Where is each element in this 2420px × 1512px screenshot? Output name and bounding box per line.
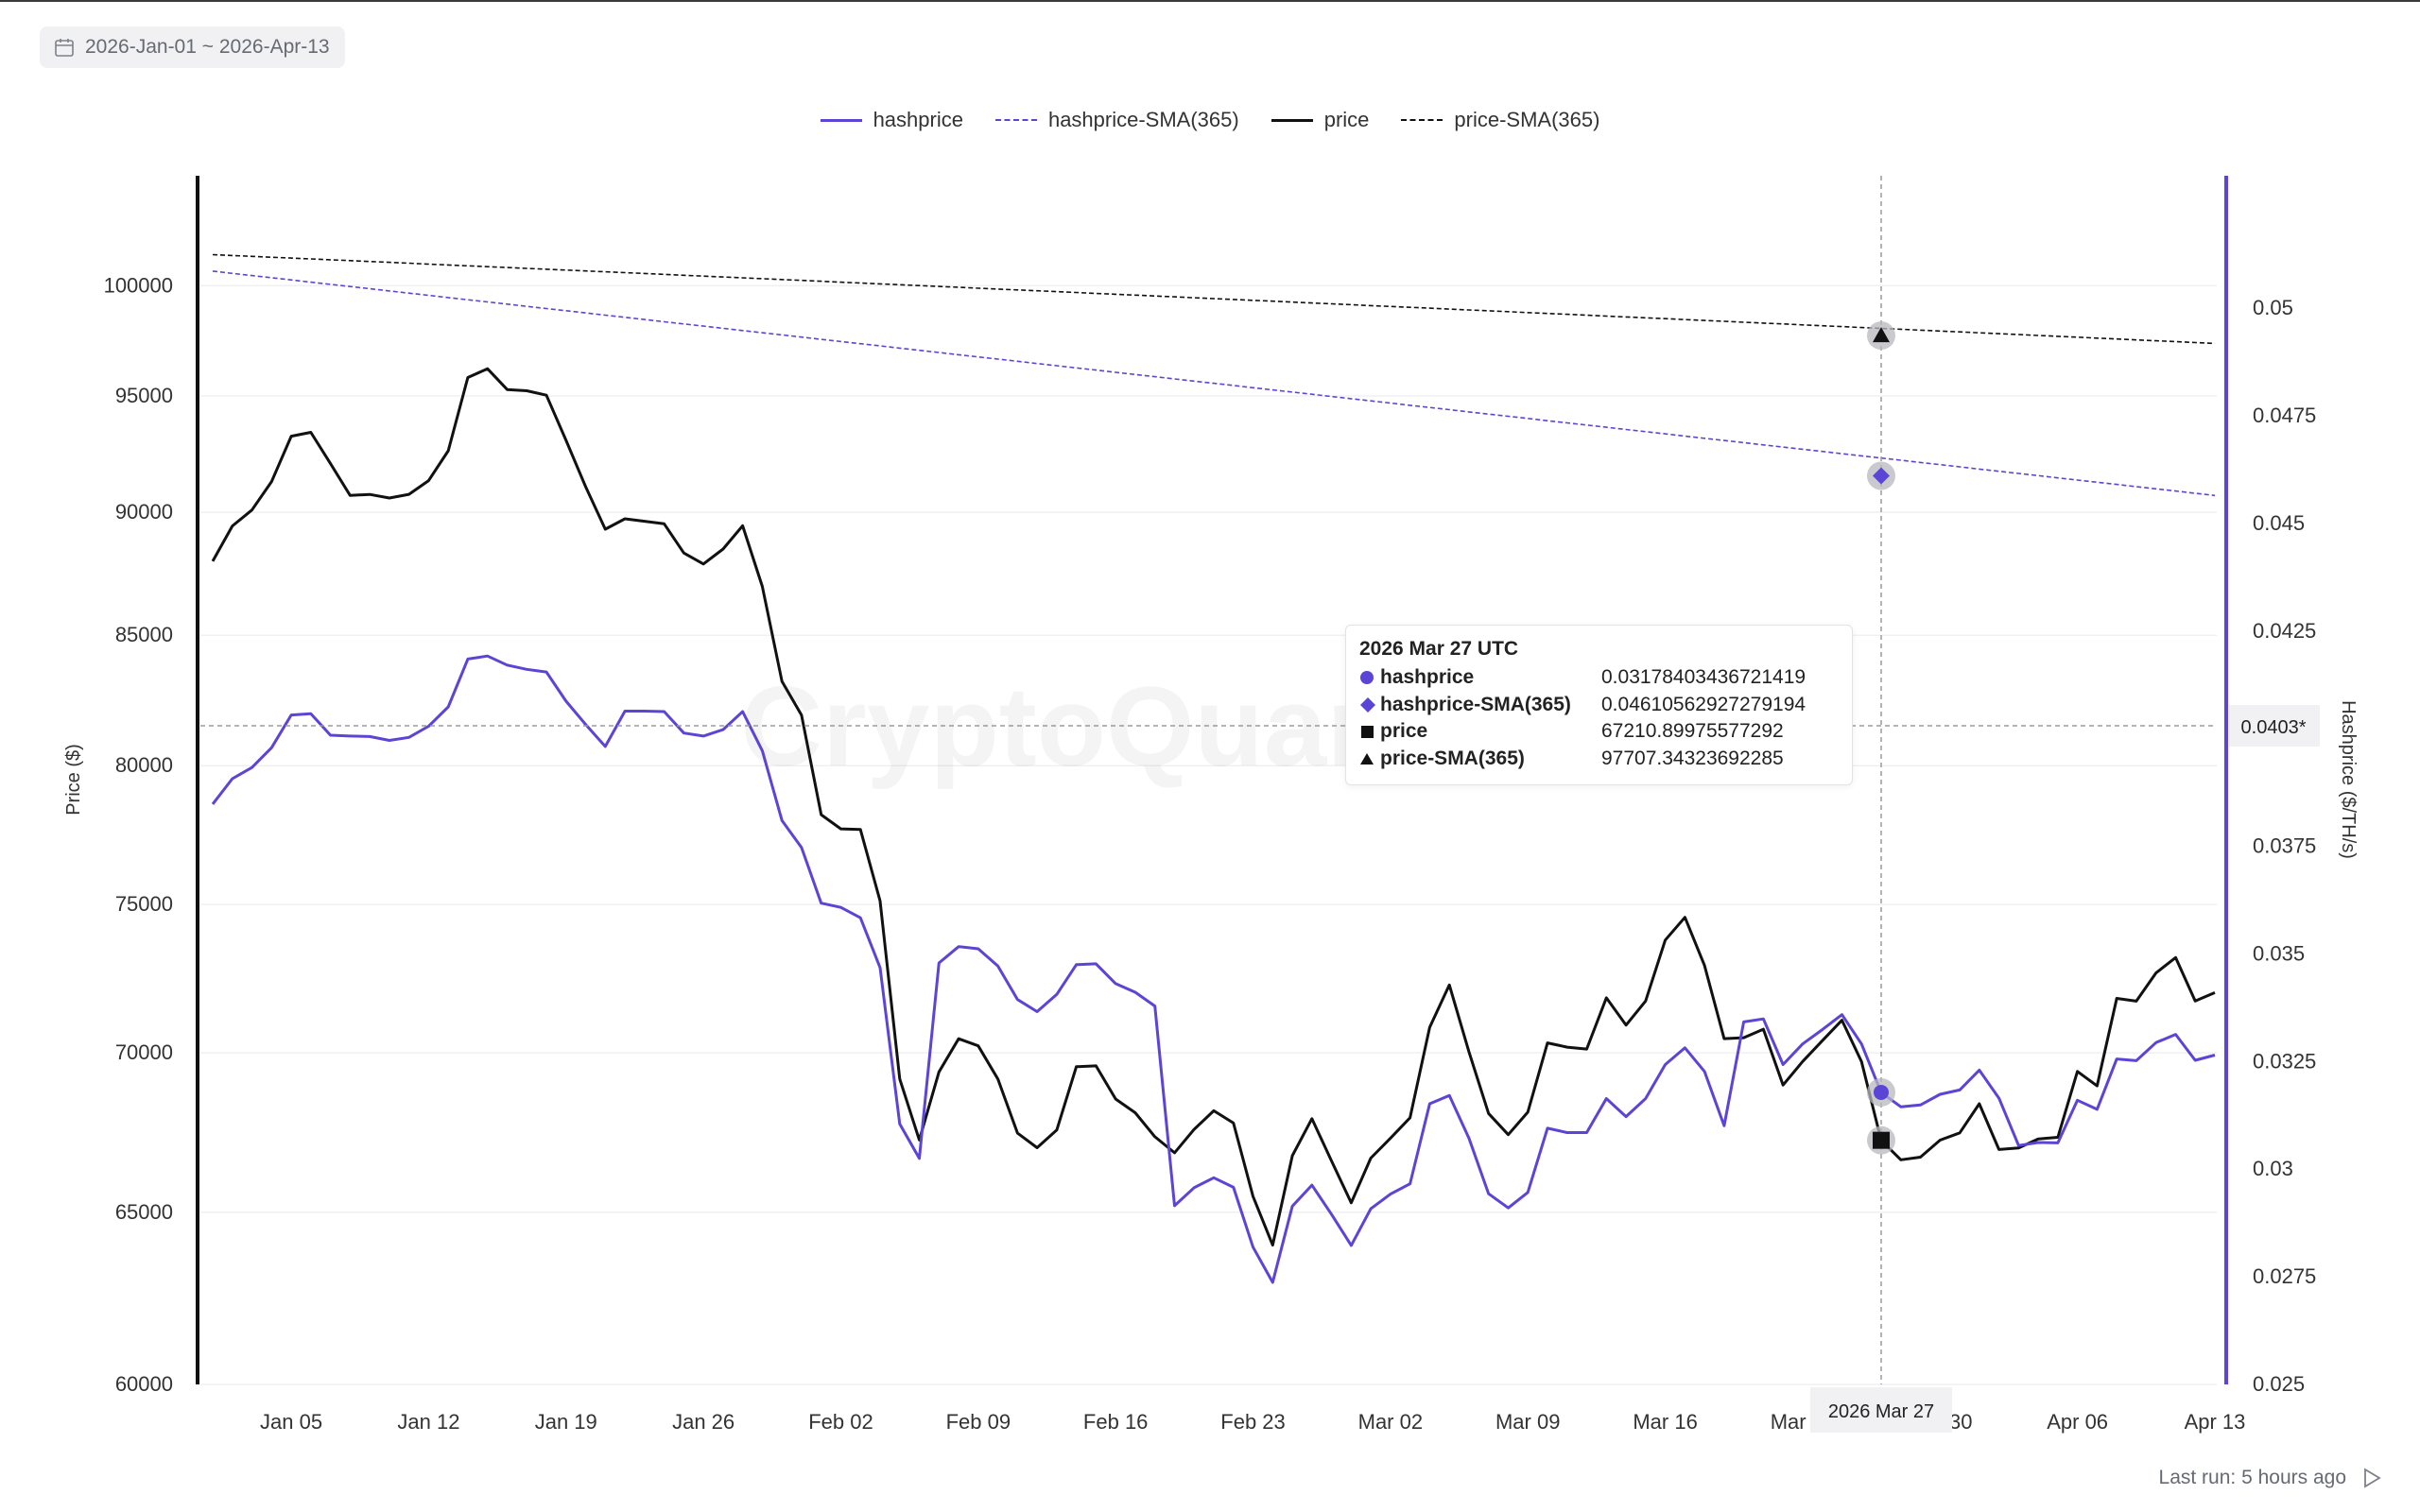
tooltip-row-hashprice-sma: hashprice-SMA(365) 0.04610562927279194	[1359, 692, 1839, 719]
x-tick-label: Feb 02	[808, 1410, 873, 1434]
tooltip-value-price: 67210.89975577292	[1601, 720, 1784, 743]
date-range-label: 2026-Jan-01 ~ 2026-Apr-13	[85, 36, 330, 58]
footer: Last run: 5 hours ago	[2159, 1467, 2382, 1489]
y-tick-label-right: 0.0375	[2253, 834, 2316, 858]
last-run-label: Last run: 5 hours ago	[2158, 1467, 2346, 1488]
x-tick-label: Mar 09	[1495, 1410, 1560, 1434]
x-tick-label: Feb 09	[946, 1410, 1011, 1434]
y-tick-label-left: 60000	[115, 1372, 173, 1396]
marker-hashprice	[1874, 1084, 1889, 1100]
x-tick-label: Jan 26	[672, 1410, 735, 1434]
legend-label-price-sma: price-SMA(365)	[1454, 108, 1600, 131]
tooltip-name-hashprice: hashprice	[1380, 666, 1475, 689]
circle-marker-icon	[1359, 670, 1380, 685]
marker-price-sma	[1873, 327, 1890, 343]
y-tick-label-right: 0.0325	[2253, 1049, 2316, 1073]
watermark: CryptoQuant	[740, 663, 1433, 790]
play-icon[interactable]	[2361, 1467, 2382, 1489]
y-tick-label-right: 0.0275	[2253, 1264, 2316, 1288]
tooltip-row-hashprice: hashprice 0.03178403436721419	[1359, 664, 1839, 692]
x-tick-label: Mar 02	[1358, 1410, 1423, 1434]
marker-hashprice-sma	[1873, 467, 1890, 485]
legend-label-price: price	[1323, 108, 1370, 131]
series-line-price	[211, 367, 2216, 1247]
tooltip-value-price-sma: 97707.34323692285	[1601, 747, 1784, 769]
y-tick-label-right: 0.035	[2253, 941, 2305, 965]
y-tick-label-right: 0.025	[2253, 1372, 2305, 1396]
x-tick-label: Apr 13	[2185, 1410, 2246, 1434]
legend-item-hashprice-sma[interactable]: hashprice-SMA(365)	[994, 108, 1239, 132]
y-tick-label-right: 0.045	[2253, 511, 2305, 535]
y-tick-label-left: 75000	[115, 892, 173, 916]
y-tick-label-right: 0.05	[2253, 296, 2293, 319]
legend-item-price-sma[interactable]: price-SMA(365)	[1401, 108, 1599, 132]
chart-legend: hashprice hashprice-SMA(365) price price…	[0, 108, 2420, 132]
triangle-marker-icon	[1359, 751, 1380, 766]
square-marker-icon	[1359, 724, 1380, 739]
x-tick-label: Jan 19	[535, 1410, 597, 1434]
calendar-icon	[55, 39, 74, 57]
series-line-price-sma-365	[212, 253, 2216, 345]
tooltip-name-price: price	[1380, 720, 1428, 743]
legend-swatch-price-sma	[1401, 119, 1443, 121]
tooltip-value-hashprice: 0.03178403436721419	[1601, 666, 1806, 689]
y-tick-label-left: 85000	[115, 623, 173, 646]
legend-label-hashprice-sma: hashprice-SMA(365)	[1047, 108, 1239, 131]
hover-tooltip: 2026 Mar 27 UTC hashprice 0.031784034367…	[1345, 625, 1853, 785]
diamond-marker-icon	[1359, 696, 1380, 713]
x-tick-label: Jan 05	[260, 1410, 322, 1434]
y-axis-title-right: Hashprice ($/TH/s)	[2338, 700, 2359, 859]
legend-swatch-hashprice	[820, 118, 862, 122]
tooltip-row-price-sma: price-SMA(365) 97707.34323692285	[1359, 746, 1839, 773]
tooltip-name-hashprice-sma: hashprice-SMA(365)	[1380, 693, 1571, 715]
y-tick-label-left: 65000	[115, 1200, 173, 1224]
crosshair-x-label: 2026 Mar 27	[1828, 1401, 1934, 1422]
marker-price	[1873, 1131, 1890, 1149]
x-tick-label: Apr 06	[2047, 1410, 2108, 1434]
tooltip-title: 2026 Mar 27 UTC	[1359, 638, 1519, 660]
y-tick-label-right: 0.03	[2253, 1157, 2293, 1180]
tooltip-value-hashprice-sma: 0.04610562927279194	[1601, 693, 1806, 715]
legend-label-hashprice: hashprice	[873, 108, 963, 131]
tooltip-row-price: price 67210.89975577292	[1359, 718, 1839, 746]
y-tick-label-left: 70000	[115, 1040, 173, 1064]
legend-swatch-price	[1270, 118, 1313, 122]
y-axis-title-left: Price ($)	[63, 744, 84, 816]
y-tick-label-left: 90000	[115, 500, 173, 524]
y-tick-label-left: 95000	[115, 384, 173, 407]
y-tick-label-left: 80000	[115, 753, 173, 777]
date-range-picker[interactable]: 2026-Jan-01 ~ 2026-Apr-13	[40, 26, 345, 68]
legend-item-hashprice[interactable]: hashprice	[820, 108, 963, 132]
tooltip-name-price-sma: price-SMA(365)	[1380, 747, 1525, 769]
crosshair-x-label-bg	[1810, 1387, 1952, 1433]
x-tick-label: Feb 16	[1083, 1410, 1149, 1434]
y-tick-label-right: 0.0425	[2253, 619, 2316, 643]
x-tick-label: Feb 23	[1220, 1410, 1286, 1434]
top-border	[0, 0, 2420, 2]
x-tick-label: Jan 12	[397, 1410, 459, 1434]
x-tick-label: Mar 16	[1633, 1410, 1697, 1434]
legend-swatch-hashprice-sma	[994, 119, 1037, 121]
crosshair-y-label-bg	[2229, 705, 2320, 747]
y-tick-label-left: 100000	[104, 273, 173, 297]
crosshair-y-label: 0.0403*	[2241, 717, 2307, 738]
legend-item-price[interactable]: price	[1270, 108, 1370, 132]
y-tick-label-right: 0.0475	[2253, 404, 2316, 427]
series-line-hashprice-sma-365	[212, 270, 2216, 497]
